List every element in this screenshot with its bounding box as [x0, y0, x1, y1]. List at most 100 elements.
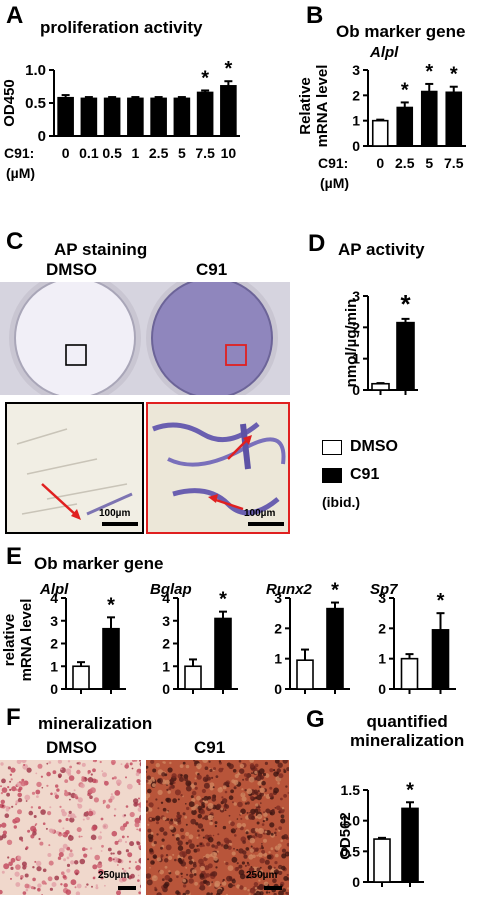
panel-label-a: A: [6, 2, 24, 29]
panel-d-title: AP activity: [338, 240, 425, 259]
panel-c-c91-label: C91: [196, 260, 228, 279]
c91-scale-text: 100µm: [244, 508, 276, 519]
y-tick-label: 0: [162, 681, 170, 697]
y-tick-label: 1: [50, 658, 58, 674]
y-tick-label: 0.5: [25, 95, 46, 112]
y-axis-label: nmol/µg/min: [343, 299, 360, 388]
panel-f-title: mineralization: [38, 714, 153, 733]
bar: [102, 627, 120, 690]
bar: [396, 321, 415, 391]
bar: [296, 659, 314, 690]
x-tick-label: 0.5: [102, 145, 122, 161]
panel-f-c91-label: C91: [194, 738, 226, 757]
chart-e4: 0 1 2 3 * Sp7: [370, 581, 456, 697]
panel-c-dmso-label: DMSO: [46, 260, 97, 279]
panel-label-g: G: [306, 706, 325, 733]
panel-a-title: proliferation activity: [40, 18, 203, 37]
significance-star: *: [401, 79, 409, 101]
x-axis-prefix: C91:: [4, 145, 34, 161]
legend-label-c91: C91: [350, 466, 380, 483]
y-tick-label: 0: [352, 874, 360, 890]
y-axis-label-line: Relative: [297, 77, 314, 135]
bar: [57, 96, 74, 137]
dmso-zoom-photo: 100µm: [5, 402, 144, 534]
mineral-dmso-scale-text: 250µm: [98, 870, 130, 881]
chart-g: 0 0.5 1.0 1.5 * OD562: [337, 779, 424, 890]
bar: [431, 629, 450, 690]
x-axis-prefix: C91:: [318, 155, 348, 171]
y-axis-label-line: mRNA level: [18, 599, 35, 682]
legend-note: (ibid.): [322, 494, 398, 510]
y-tick-label: 1: [378, 651, 386, 667]
y-axis-label-line: OD450: [1, 79, 18, 127]
bar: [80, 97, 98, 137]
bar: [396, 106, 414, 147]
y-tick-label: 0: [352, 138, 360, 154]
x-tick-label: 5: [425, 155, 433, 171]
y-tick-label: 4: [50, 590, 58, 606]
x-axis-unit: (µM): [320, 175, 349, 191]
x-tick-label: 10: [221, 145, 237, 161]
bar: [127, 97, 144, 137]
legend-label-dmso: DMSO: [350, 438, 398, 455]
bar: [103, 97, 121, 137]
x-tick-label: 0: [62, 145, 70, 161]
y-tick-label: 0.5: [341, 843, 361, 859]
bar: [196, 91, 214, 137]
x-tick-label: 5: [178, 145, 186, 161]
y-tick-label: 1.5: [341, 782, 361, 798]
x-tick-label: 1: [131, 145, 139, 161]
y-axis-label: OD450: [1, 79, 18, 127]
y-axis-label: OD562: [337, 812, 354, 860]
bar: [173, 97, 191, 137]
y-tick-label: 1: [274, 651, 282, 667]
bar: [371, 382, 390, 391]
panel-g-title: quantified mineralization: [350, 712, 465, 750]
panel-e-title: Ob marker gene: [34, 554, 164, 573]
y-tick-label: 0: [352, 382, 360, 398]
y-tick-label: 2: [50, 636, 58, 652]
panel-label-d: D: [308, 230, 326, 257]
panel-b-title: Ob marker gene: [336, 22, 466, 41]
bar: [184, 665, 202, 690]
y-tick-label: 2: [352, 87, 360, 103]
subplot-title: Bglap: [150, 581, 192, 598]
significance-star: *: [450, 64, 458, 86]
x-axis-unit: (µM): [6, 165, 35, 181]
panel-label-f: F: [6, 704, 21, 731]
ap-staining-plate-photo: [0, 282, 290, 395]
significance-star: *: [400, 289, 411, 319]
y-tick-label: 3: [352, 62, 360, 78]
significance-star: *: [201, 67, 209, 89]
panel-label-c: C: [6, 228, 24, 255]
bar: [220, 85, 237, 137]
chart-d: 0 1 2 3 * nmol/µg/min: [343, 288, 418, 398]
chart-b: 0 1 2 3 0 * 2.5 * 5 * 7.5 C91: (µM) RelativemRNA leve…: [297, 61, 466, 191]
y-tick-label: 2: [162, 636, 170, 652]
significance-star: *: [437, 590, 445, 612]
x-tick-label: 2.5: [149, 145, 169, 161]
x-tick-label: 0.1: [79, 145, 99, 161]
significance-star: *: [331, 580, 339, 602]
y-axis-label-line: mRNA level: [314, 65, 331, 148]
mineralization-dmso-photo: 250µm: [0, 760, 141, 895]
y-axis-label-line: OD562: [337, 812, 354, 860]
mineralization-c91-photo: 250µm: [146, 760, 289, 895]
subplot-title: Runx2: [266, 581, 313, 598]
y-tick-label: 3: [162, 613, 170, 629]
y-tick-label: 1: [352, 113, 360, 129]
bar: [401, 807, 419, 883]
x-tick-label: 7.5: [444, 155, 464, 171]
significance-star: *: [219, 589, 227, 611]
legend-item-c91: C91: [322, 466, 398, 484]
y-axis-label: RelativemRNA level: [297, 65, 331, 148]
panel-e-y-axis-label: relativemRNA level: [1, 599, 35, 682]
chart-e2: 0 1 2 3 4 * Bglap: [150, 581, 238, 697]
c91-zoom-photo: 100µm: [146, 402, 290, 534]
panel-f-dmso-label: DMSO: [46, 738, 97, 757]
bar: [150, 97, 167, 137]
bar: [72, 665, 90, 690]
y-tick-label: 2: [352, 319, 360, 335]
y-tick-label: 2: [274, 620, 282, 636]
